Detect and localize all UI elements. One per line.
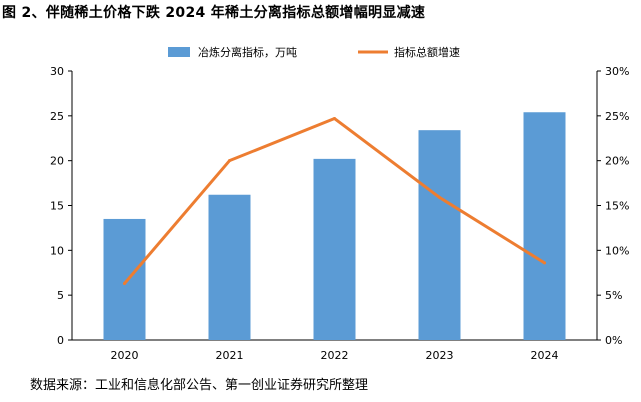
- legend-label-bar: 冶炼分离指标，万吨: [198, 45, 297, 59]
- left-tick-label: 15: [50, 200, 64, 213]
- right-tick-label: 20%: [605, 155, 629, 168]
- right-tick-label: 25%: [605, 110, 629, 123]
- legend-label-line: 指标总额增速: [394, 45, 460, 59]
- line-series: [123, 117, 546, 286]
- right-tick-label: 0%: [605, 334, 622, 347]
- x-tick-label: 2021: [216, 349, 244, 362]
- bar: [418, 130, 461, 340]
- left-tick-label: 30: [50, 65, 64, 78]
- line-point: [228, 159, 231, 163]
- left-tick-label: 0: [57, 334, 64, 347]
- bar: [313, 158, 356, 340]
- legend-swatch-bar: [168, 47, 190, 57]
- chart-title: 图 2、伴随稀土价格下跌 2024 年稀土分离指标总额增幅明显减速: [2, 5, 426, 21]
- left-tick-label: 20: [50, 155, 64, 168]
- line-point: [123, 282, 126, 286]
- right-tick-label: 15%: [605, 200, 629, 213]
- left-tick-label: 5: [57, 289, 64, 302]
- right-tick-label: 5%: [605, 289, 622, 302]
- line-point: [543, 261, 546, 265]
- line-point: [333, 117, 336, 121]
- x-tick-label: 2020: [111, 349, 139, 362]
- x-tick-label: 2023: [426, 349, 454, 362]
- bar: [208, 194, 251, 340]
- tick-labels: 0 5 10 15 20 25 30 0% 5% 10% 15% 20% 25% 30% 2020 2021 2…: [50, 65, 629, 362]
- right-tick-label: 10%: [605, 244, 629, 257]
- legend: 冶炼分离指标，万吨 指标总额增速: [168, 45, 460, 59]
- right-tick-label: 30%: [605, 65, 629, 78]
- bar: [523, 112, 566, 340]
- bar-series: [103, 112, 566, 340]
- left-tick-label: 25: [50, 110, 64, 123]
- x-tick-label: 2022: [321, 349, 349, 362]
- x-tick-label: 2024: [531, 349, 559, 362]
- left-tick-label: 10: [50, 244, 64, 257]
- bar: [103, 218, 146, 340]
- line-point: [438, 195, 441, 199]
- source-note: 数据来源：工业和信息化部公告、第一创业证券研究所整理: [30, 378, 369, 393]
